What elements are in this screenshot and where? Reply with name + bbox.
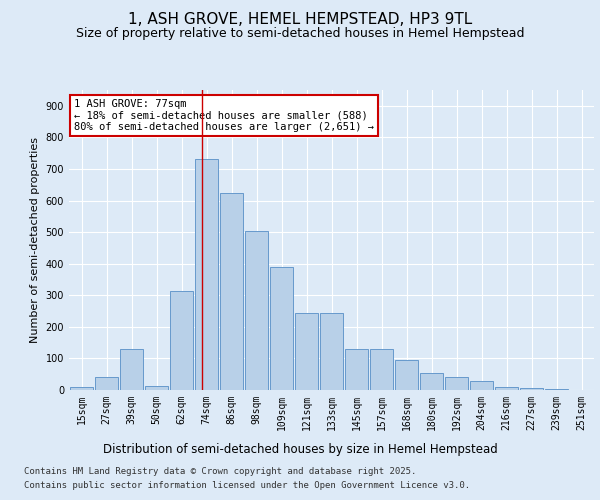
Text: Distribution of semi-detached houses by size in Hemel Hempstead: Distribution of semi-detached houses by … <box>103 442 497 456</box>
Bar <box>145 386 169 390</box>
Bar <box>395 360 418 390</box>
Y-axis label: Number of semi-detached properties: Number of semi-detached properties <box>30 137 40 343</box>
Bar <box>269 267 293 390</box>
Bar <box>520 388 544 390</box>
Text: 1, ASH GROVE, HEMEL HEMPSTEAD, HP3 9TL: 1, ASH GROVE, HEMEL HEMPSTEAD, HP3 9TL <box>128 12 472 28</box>
Bar <box>494 387 518 390</box>
Bar <box>295 312 319 390</box>
Text: Contains HM Land Registry data © Crown copyright and database right 2025.: Contains HM Land Registry data © Crown c… <box>24 468 416 476</box>
Bar <box>419 372 443 390</box>
Bar <box>370 349 394 390</box>
Bar <box>445 378 469 390</box>
Text: Contains public sector information licensed under the Open Government Licence v3: Contains public sector information licen… <box>24 481 470 490</box>
Bar <box>220 192 244 390</box>
Bar <box>95 376 118 390</box>
Bar <box>170 290 193 390</box>
Text: Size of property relative to semi-detached houses in Hemel Hempstead: Size of property relative to semi-detach… <box>76 28 524 40</box>
Bar <box>194 160 218 390</box>
Text: 1 ASH GROVE: 77sqm
← 18% of semi-detached houses are smaller (588)
80% of semi-d: 1 ASH GROVE: 77sqm ← 18% of semi-detache… <box>74 99 374 132</box>
Bar <box>320 312 343 390</box>
Bar <box>470 382 493 390</box>
Bar <box>119 349 143 390</box>
Bar <box>70 387 94 390</box>
Bar <box>245 230 268 390</box>
Bar <box>344 349 368 390</box>
